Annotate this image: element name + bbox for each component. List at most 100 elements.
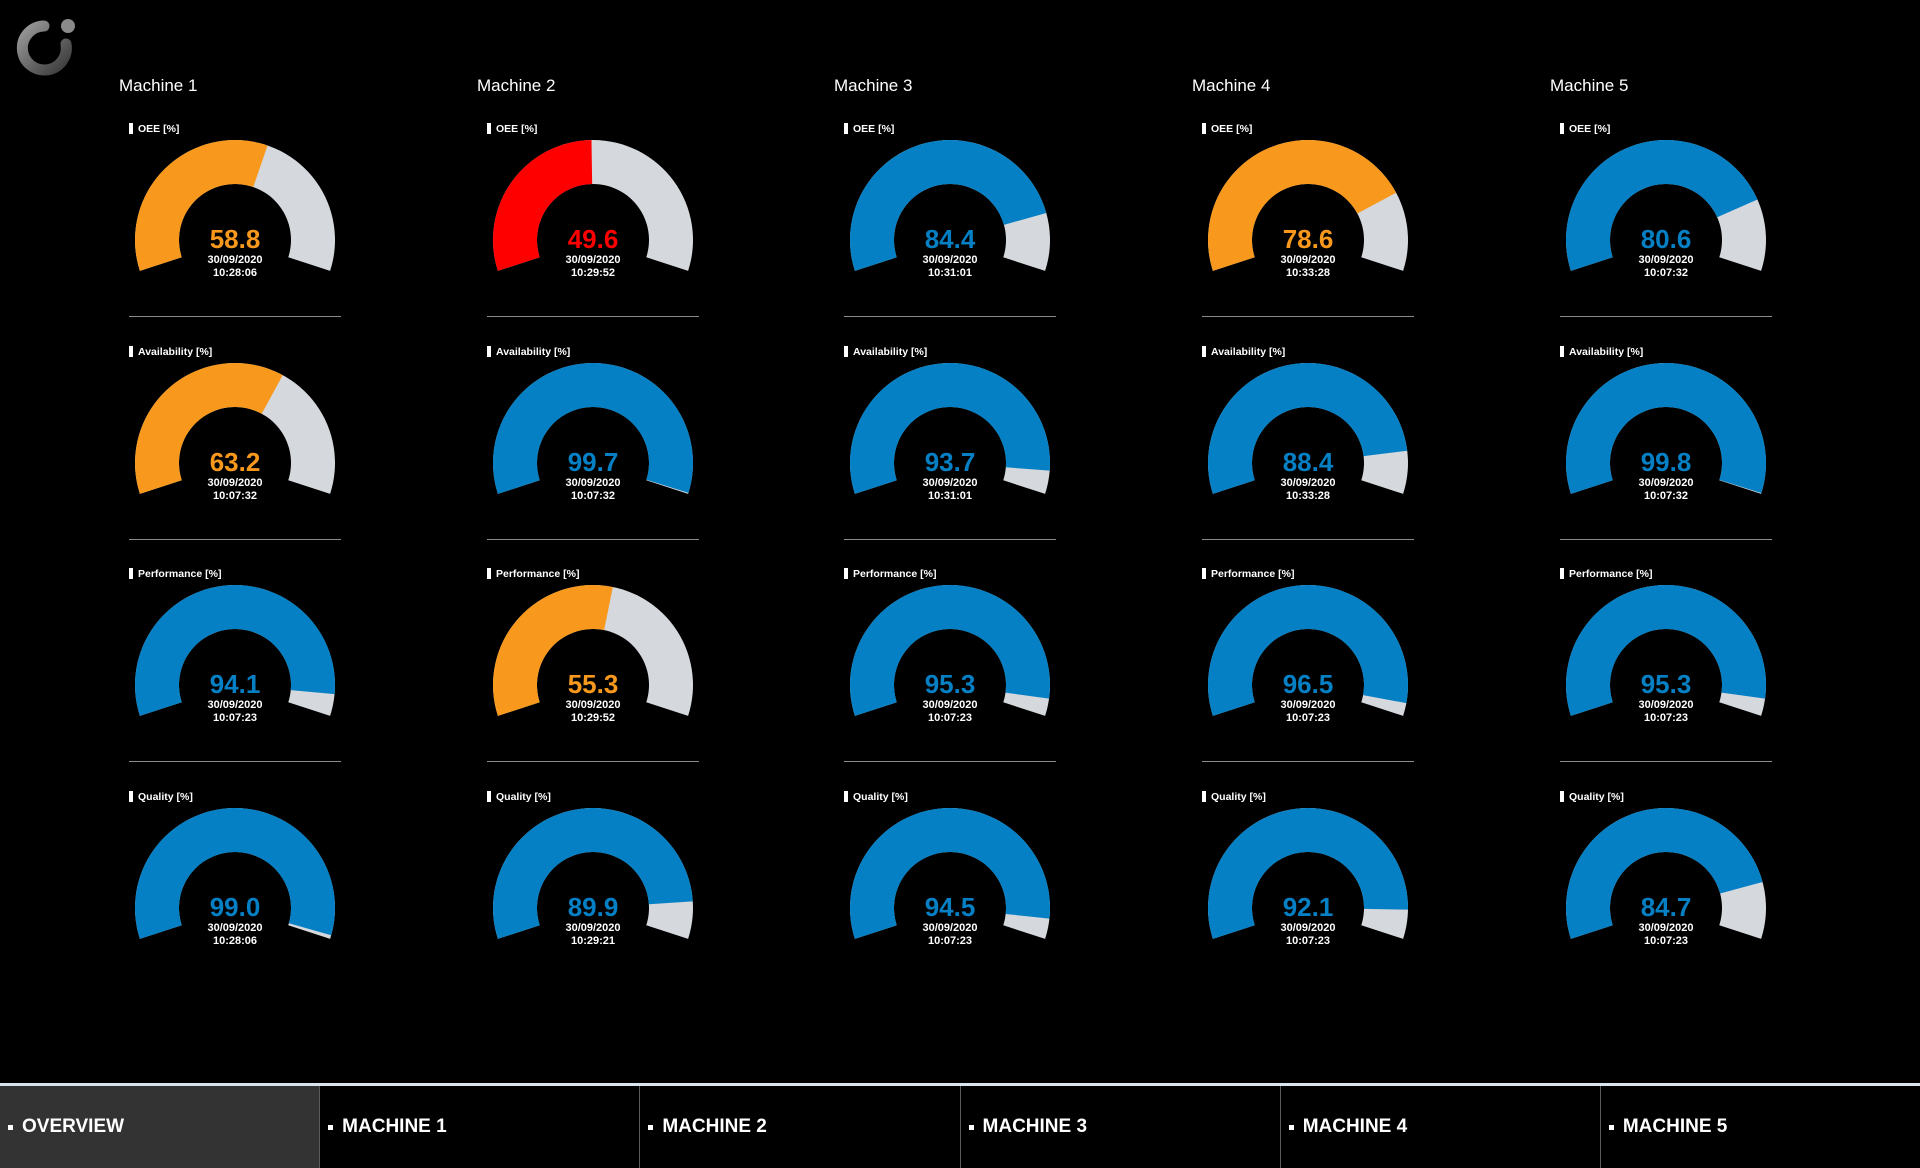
bottom-navigation: Overview Machine 1 Machine 2 Machine 3 Machi… [0,1083,1920,1168]
divider [487,316,699,317]
kpi-label: Availability [%] [1560,345,1643,359]
kpi-gauge [1208,808,1409,939]
kpi-date: 30/09/2020 [565,699,621,711]
kpi-value: 93.7 [924,447,976,477]
gauge-value-arc [134,139,268,271]
kpi-gauge [1565,584,1766,716]
kpi-date: 30/09/2020 [207,699,263,711]
gauge-value-arc [849,808,1050,939]
kpi-value: 99.0 [209,892,261,922]
nav-tab-machine-5[interactable]: Machine 5 [1601,1086,1920,1168]
kpi-gauge-card: OEE [%] 49.6 30/09/2020 10:29:52 [487,122,699,344]
kpi-gauge [1207,363,1408,494]
divider [1202,539,1414,540]
kpi-gauge-card: Quality [%] 89.9 30/09/2020 10:29:21 [487,790,699,1012]
kpi-value: 99.7 [567,447,619,477]
kpi-time: 10:28:06 [212,267,258,279]
kpi-gauge [134,585,335,716]
gauge-value-arc [492,363,693,494]
nav-tab-machine-3[interactable]: Machine 3 [961,1086,1281,1168]
kpi-gauge [850,140,1050,271]
kpi-value: 80.6 [1640,224,1692,254]
kpi-value: 95.3 [924,669,976,699]
kpi-gauge [849,808,1050,939]
gauge-value-arc [850,363,1051,494]
bullet-icon [1608,1125,1614,1130]
machine-title: Machine 5 [1550,76,1629,95]
kpi-label: Performance [%] [487,567,579,581]
divider [487,539,699,540]
nav-tab-machine-4[interactable]: Machine 4 [1281,1086,1601,1168]
bullet-icon [648,1125,654,1130]
kpi-label: Quality [%] [129,790,193,804]
kpi-value: 49.6 [567,224,619,254]
kpi-time: 10:07:23 [1643,712,1689,724]
kpi-value: 88.4 [1282,447,1334,477]
kpi-label: Availability [%] [487,345,570,359]
kpi-label: OEE [%] [129,122,179,136]
kpi-date: 30/09/2020 [1638,699,1694,711]
kpi-date: 30/09/2020 [922,477,978,489]
kpi-gauge [1207,584,1408,716]
kpi-gauge-card: Availability [%] 93.7 30/09/2020 10:31:01 [844,345,1056,567]
kpi-date: 30/09/2020 [922,699,978,711]
machine-5-column: Machine 5 OEE [%] 80.6 30/09/2020 10:07:32 Av… [1550,0,1850,1080]
kpi-value: 92.1 [1282,892,1334,922]
kpi-label: OEE [%] [1202,122,1252,136]
kpi-gauge [492,363,693,494]
kpi-time: 10:07:23 [212,712,258,724]
kpi-gauge [850,363,1051,494]
kpi-gauge-card: Quality [%] 84.7 30/09/2020 10:07:23 [1560,790,1772,1012]
kpi-gauge [134,363,335,494]
divider [844,761,1056,762]
kpi-gauge-card: Performance [%] 95.3 30/09/2020 10:07:23 [1560,567,1772,789]
nav-tab-machine-1[interactable]: Machine 1 [320,1086,641,1168]
gauge-value-arc [1207,584,1408,716]
kpi-time: 10:29:21 [570,935,616,947]
kpi-date: 30/09/2020 [1280,254,1336,266]
gauge-value-arc [1566,808,1763,939]
kpi-value: 94.5 [924,892,976,922]
gauge-value-arc [492,584,613,716]
nav-tab-label: Machine 4 [1302,1116,1408,1137]
gauge-value-arc [1207,363,1408,494]
kpi-value: 58.8 [209,224,261,254]
kpi-value: 89.9 [567,892,619,922]
nav-tab-machine-2[interactable]: Machine 2 [640,1086,961,1168]
kpi-time: 10:07:32 [1643,267,1689,279]
kpi-gauge [134,808,335,939]
kpi-gauge [1565,363,1766,494]
divider [1202,316,1414,317]
kpi-gauge-card: OEE [%] 78.6 30/09/2020 10:33:28 [1202,122,1414,344]
kpi-value: 84.7 [1640,892,1692,922]
kpi-time: 10:07:23 [927,935,973,947]
nav-tab-label: Machine 2 [662,1116,767,1137]
kpi-label: Quality [%] [487,790,551,804]
gauge-value-arc [134,585,335,716]
kpi-time: 10:29:52 [570,712,616,724]
bullet-icon [1288,1125,1294,1130]
kpi-gauge [493,808,693,939]
divider [1560,316,1772,317]
kpi-gauge [492,584,693,716]
kpi-date: 30/09/2020 [922,254,978,266]
kpi-label: Performance [%] [129,567,221,581]
kpi-gauge-card: Availability [%] 88.4 30/09/2020 10:33:28 [1202,345,1414,567]
kpi-time: 10:07:32 [212,490,258,502]
divider [1560,539,1772,540]
nav-tab-overview[interactable]: Overview [0,1086,321,1168]
kpi-gauge [1207,139,1408,271]
gauge-value-arc [493,808,693,939]
kpi-gauge-card: OEE [%] 84.4 30/09/2020 10:31:01 [844,122,1056,344]
gauge-value-arc [492,140,593,271]
nav-tab-label: Machine 1 [342,1116,447,1137]
kpi-value: 55.3 [567,669,619,699]
kpi-gauge-card: Availability [%] 99.8 30/09/2020 10:07:32 [1560,345,1772,567]
kpi-label: OEE [%] [1560,122,1610,136]
divider [1560,761,1772,762]
gauge-value-arc [1565,139,1758,271]
kpi-gauge [1566,808,1766,939]
machine-1-column: Machine 1 OEE [%] 58.8 30/09/2020 10:28:06 Av… [119,0,419,1080]
kpi-gauge-card: Quality [%] 94.5 30/09/2020 10:07:23 [844,790,1056,1012]
machine-4-column: Machine 4 OEE [%] 78.6 30/09/2020 10:33:28 Av… [1192,0,1492,1080]
